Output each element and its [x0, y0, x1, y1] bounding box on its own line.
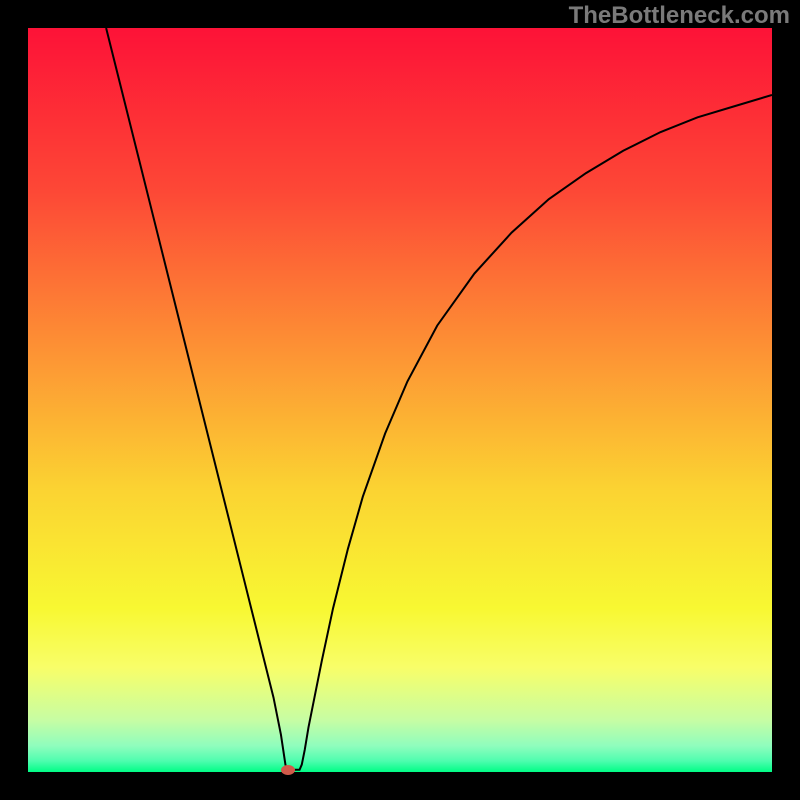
- watermark-text: TheBottleneck.com: [569, 2, 790, 30]
- optimal-marker: [281, 765, 295, 775]
- curve-svg: [28, 28, 772, 772]
- plot-area: [28, 28, 772, 772]
- bottleneck-curve: [106, 28, 772, 770]
